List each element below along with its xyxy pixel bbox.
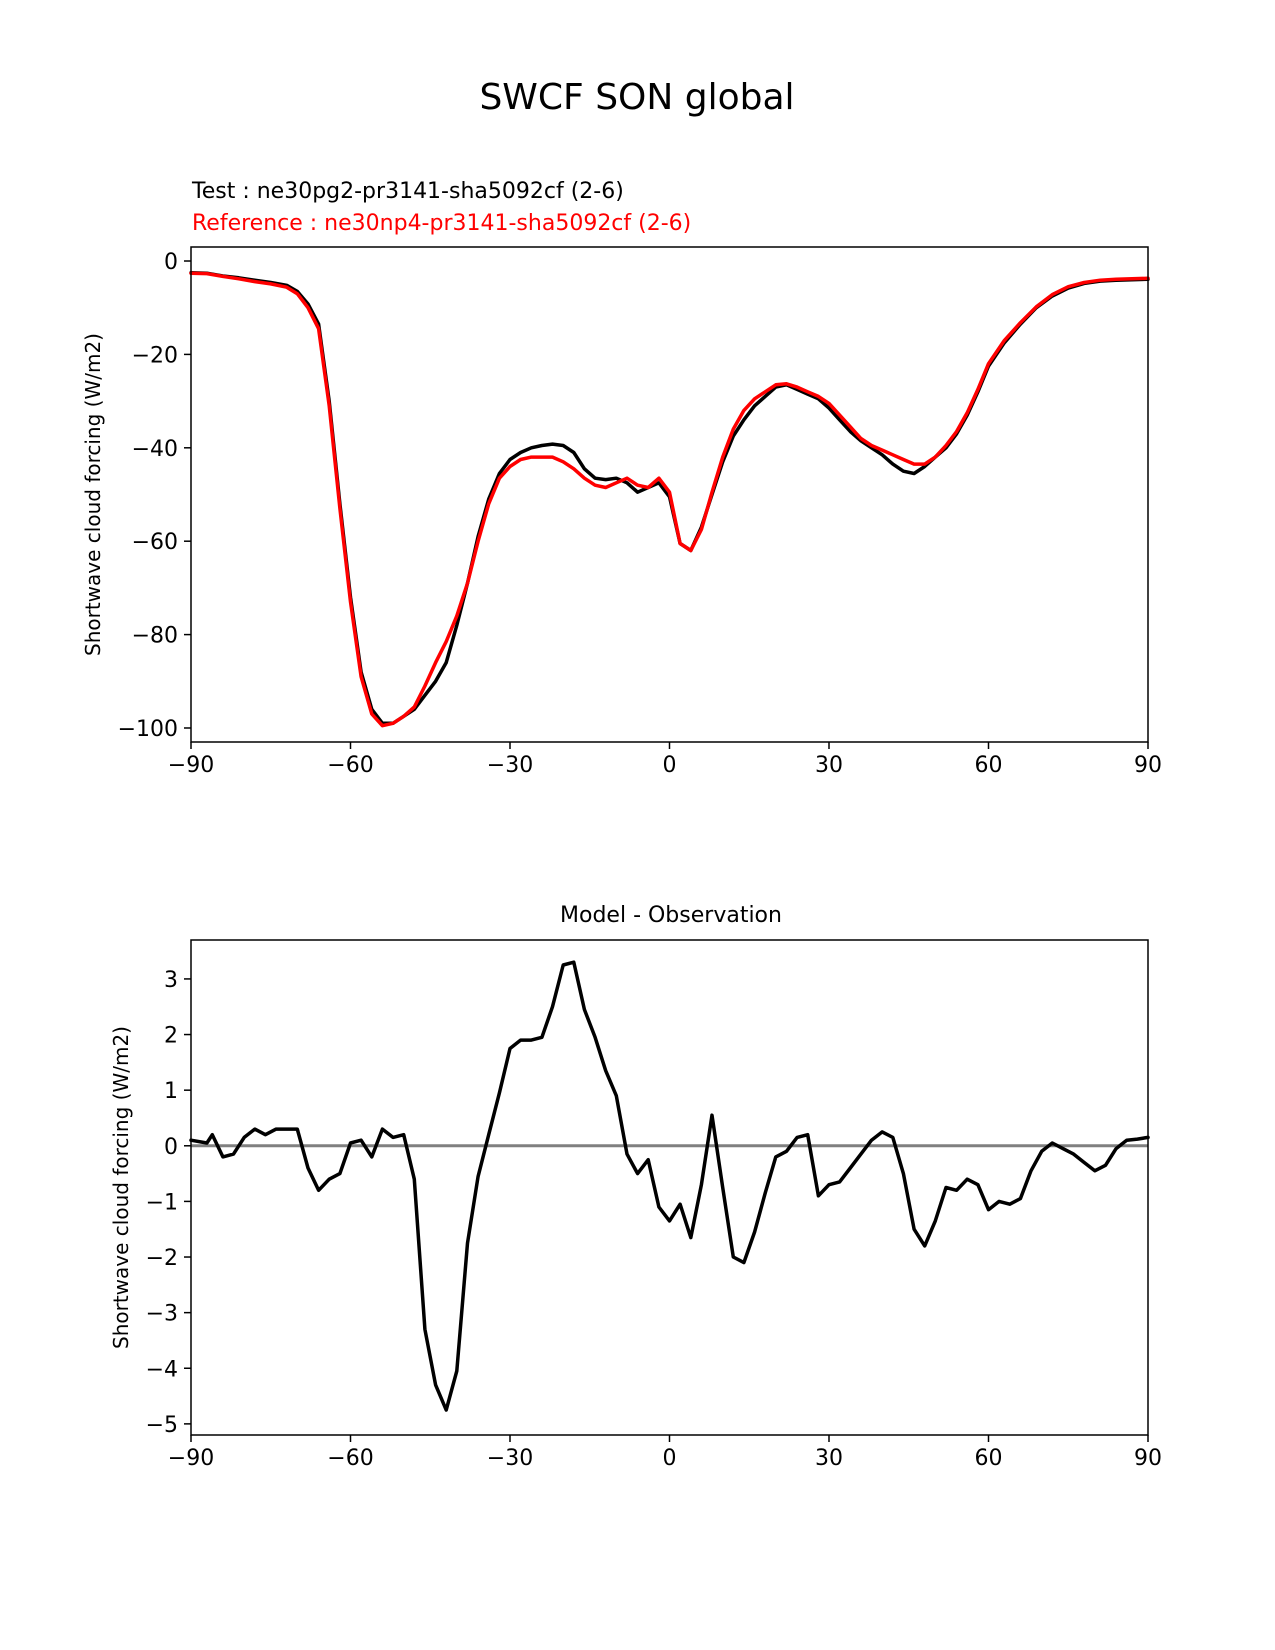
bottom-ytick-label: −1: [146, 1190, 178, 1215]
bottom-ytick-label: 3: [164, 968, 178, 993]
bottom-ytick-label: −3: [146, 1302, 178, 1327]
top-ytick-label: −80: [132, 624, 178, 649]
top-panel: −90 −60 −30 0 30 60 90 0 −20 −40 −60 −80 −100 Shortwa…: [81, 246, 1162, 778]
top-series-reference: [189, 271, 1150, 728]
bottom-ytick-label: 1: [164, 1079, 178, 1104]
top-xtick-label: 60: [975, 753, 1003, 778]
bottom-panel-title: Model - Observation: [560, 903, 782, 928]
top-xtick-label: −90: [168, 753, 214, 778]
figure-title: SWCF SON global: [479, 77, 794, 118]
bottom-series-model-observation: [189, 960, 1150, 1412]
bottom-xtick-label: −90: [168, 1446, 214, 1471]
top-xtick-label: −60: [327, 753, 373, 778]
bottom-panel: −90 −60 −30 0 30 60 90 3 2 1 0 −1 −2 −3 −4 −5 Shortwave …: [109, 939, 1162, 1471]
top-xtick-label: 0: [663, 753, 677, 778]
test-label: Test : ne30pg2-pr3141-sha5092cf (2-6): [191, 179, 624, 204]
bottom-xtick-label: 90: [1134, 1446, 1162, 1471]
top-ytick-label: −20: [132, 343, 178, 368]
top-ytick-label: −100: [118, 717, 178, 742]
bottom-xtick-label: −60: [327, 1446, 373, 1471]
bottom-ytick-label: −4: [146, 1357, 178, 1382]
bottom-xtick-label: 30: [815, 1446, 843, 1471]
top-ylabel: Shortwave cloud forcing (W/m2): [81, 333, 105, 656]
top-ytick-label: 0: [164, 250, 178, 275]
bottom-xtick-label: 0: [663, 1446, 677, 1471]
bottom-ytick-label: −2: [146, 1246, 178, 1271]
bottom-xtick-label: −30: [487, 1446, 533, 1471]
bottom-ytick-label: 2: [164, 1024, 178, 1049]
bottom-ylabel: Shortwave cloud forcing (W/m2): [109, 1026, 133, 1349]
reference-label: Reference : ne30np4-pr3141-sha5092cf (2-…: [192, 211, 691, 236]
bottom-ytick-label: 0: [164, 1135, 178, 1160]
bottom-xtick-label: 60: [975, 1446, 1003, 1471]
top-xtick-label: −30: [487, 753, 533, 778]
bottom-ytick-label: −5: [146, 1413, 178, 1438]
top-xtick-label: 90: [1134, 753, 1162, 778]
top-xtick-label: 30: [815, 753, 843, 778]
top-ytick-label: −40: [132, 437, 178, 462]
top-ytick-label: −60: [132, 530, 178, 555]
